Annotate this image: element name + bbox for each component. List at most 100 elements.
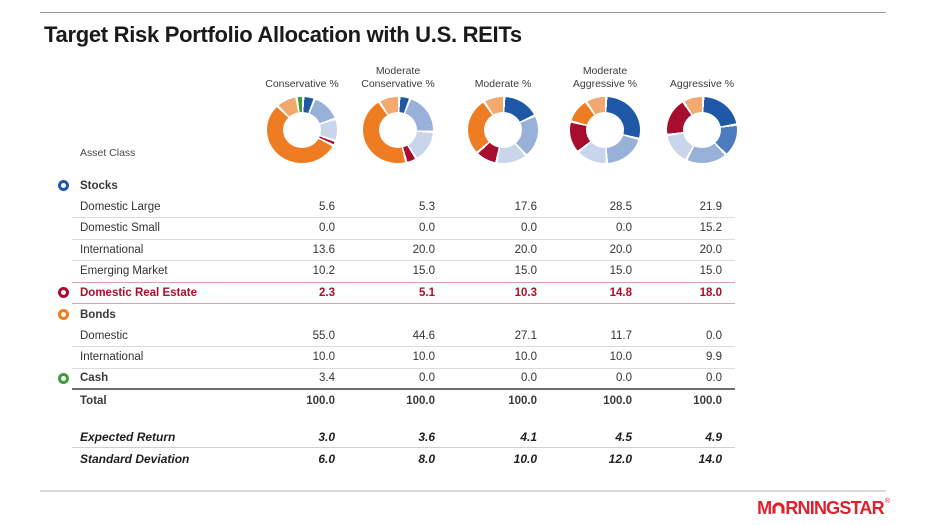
asset-class-header: Asset Class (80, 147, 136, 159)
row-label: Standard Deviation (80, 451, 190, 466)
donut-hole (379, 112, 417, 148)
donut-hole (586, 112, 624, 148)
row-value: 10.2 (312, 265, 335, 278)
row-value: 10.0 (312, 351, 335, 364)
table-row: Domestic Real Estate 2.3 5.1 10.3 14.8 18.0 (58, 283, 735, 304)
donut-chart (570, 97, 640, 163)
donut-hole (683, 112, 721, 148)
row-label: International (80, 243, 144, 256)
chart-column: Moderate Conservative % (333, 60, 463, 163)
row-label: Domestic Real Estate (80, 286, 197, 299)
row-value: 0.0 (521, 372, 537, 385)
row-value: 10.3 (514, 286, 537, 299)
row-label: Expected Return (80, 429, 176, 444)
row-value: 44.6 (412, 329, 435, 342)
table-row: Bonds (58, 304, 735, 326)
row-value: 0.0 (706, 372, 722, 385)
row-value: 10.0 (514, 351, 537, 364)
row-value: 100.0 (306, 394, 335, 407)
row-value: 5.1 (419, 286, 435, 299)
page-title: Target Risk Portfolio Allocation with U.… (44, 22, 522, 47)
row-value: 5.3 (419, 200, 435, 213)
row-value: 15.0 (514, 265, 537, 278)
table-row: Stocks (58, 175, 735, 197)
portfolio-column-header: Moderate % (474, 78, 532, 91)
portfolio-column-header: Aggressive % (669, 78, 735, 91)
row-value: 17.6 (514, 200, 537, 213)
row-value: 0.0 (419, 372, 435, 385)
row-value: 21.9 (699, 200, 722, 213)
donut-chart (363, 97, 433, 163)
table-row: Standard Deviation 6.0 8.0 10.0 12.0 14.0 (72, 448, 735, 470)
table-row: Domestic Large 5.6 5.3 17.6 28.5 21.9 (72, 197, 735, 218)
row-value: 27.1 (514, 329, 537, 342)
row-value: 55.0 (312, 329, 335, 342)
row-value: 15.2 (699, 222, 722, 235)
logo-text-m: M (757, 498, 772, 518)
row-value: 0.0 (616, 222, 632, 235)
table-row: Domestic 55.0 44.6 27.1 11.7 0.0 (72, 326, 735, 347)
row-value: 20.0 (609, 243, 632, 256)
row-value: 3.6 (418, 429, 435, 444)
chart-column: Moderate % (438, 60, 568, 163)
row-value: 3.0 (318, 429, 335, 444)
row-value: 0.0 (706, 329, 722, 342)
morningstar-logo: M RNINGSTAR ® (757, 498, 890, 519)
table-row: Total 100.0 100.0 100.0 100.0 100.0 (72, 390, 735, 412)
row-value: 20.0 (514, 243, 537, 256)
top-rule (40, 12, 886, 13)
row-value: 4.9 (705, 429, 722, 444)
logo-text-rest: RNINGSTAR (785, 498, 884, 518)
row-label: Domestic Large (80, 200, 161, 213)
row-value: 9.9 (706, 351, 722, 364)
row-value: 20.0 (412, 243, 435, 256)
bottom-rule (40, 490, 886, 492)
chart-column: Conservative % (237, 60, 367, 163)
table-row: International 13.6 20.0 20.0 20.0 20.0 (72, 240, 735, 261)
row-value: 100.0 (508, 394, 537, 407)
row-label: Bonds (80, 308, 116, 321)
row-value: 11.7 (610, 329, 632, 342)
donut-hole (283, 112, 321, 148)
portfolio-column-header: Moderate Conservative % (361, 64, 435, 91)
chart-column: Moderate Aggressive % (540, 60, 670, 163)
bonds-ring-icon (58, 309, 69, 321)
row-label: Cash (80, 372, 109, 385)
row-value: 15.0 (412, 265, 435, 278)
row-value: 0.0 (319, 222, 335, 235)
row-label: Domestic (80, 329, 128, 342)
row-value: 14.8 (609, 286, 632, 299)
row-value: 6.0 (318, 451, 335, 466)
registered-mark: ® (884, 498, 890, 505)
row-value: 100.0 (406, 394, 435, 407)
row-value: 15.0 (609, 265, 632, 278)
row-value: 14.0 (698, 451, 722, 466)
row-label: International (80, 351, 144, 364)
row-value: 18.0 (699, 286, 722, 299)
row-value: 10.0 (412, 351, 435, 364)
row-value: 28.5 (609, 200, 632, 213)
donut-chart (267, 97, 337, 163)
donut-chart (468, 97, 538, 163)
row-value: 0.0 (419, 222, 435, 235)
row-value: 100.0 (603, 394, 632, 407)
cash-ring-icon (58, 372, 69, 384)
row-value: 12.0 (608, 451, 632, 466)
table-row: Emerging Market 10.2 15.0 15.0 15.0 15.0 (72, 261, 735, 283)
row-value: 8.0 (418, 451, 435, 466)
table-row: International 10.0 10.0 10.0 10.0 9.9 (72, 347, 735, 369)
portfolio-column-header: Conservative % (265, 78, 339, 91)
row-value: 4.1 (520, 429, 537, 444)
row-label: Domestic Small (80, 222, 160, 235)
allocation-table: Stocks Domestic Large 5.6 5.3 17.6 28.5 21.9 Do… (58, 175, 735, 470)
row-value: 10.0 (609, 351, 632, 364)
row-value: 15.0 (699, 265, 722, 278)
table-row: Expected Return 3.0 3.6 4.1 4.5 4.9 (72, 427, 735, 448)
row-label: Total (80, 394, 107, 407)
arch-icon (772, 500, 785, 519)
donut-hole (484, 112, 522, 148)
row-value: 0.0 (616, 372, 632, 385)
table-row: Cash 3.4 0.0 0.0 0.0 0.0 (58, 369, 735, 390)
chart-column: Aggressive % (637, 60, 767, 163)
